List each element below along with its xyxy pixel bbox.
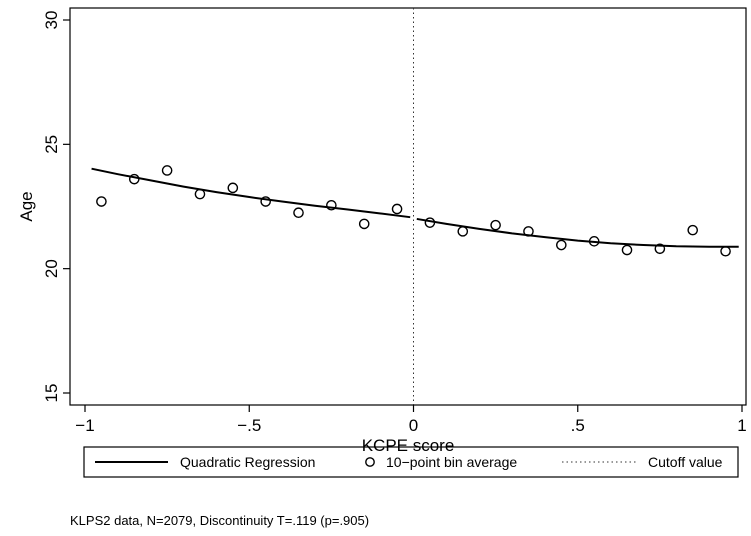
legend-box — [83, 446, 739, 478]
bin-average-point — [720, 245, 731, 257]
bin-average-point — [391, 203, 403, 215]
legend-label-regression: Quadratic Regression — [180, 454, 315, 470]
plot-area — [69, 7, 747, 406]
x-axis-label: KCPE score — [362, 436, 455, 455]
bin-average-point — [227, 182, 239, 194]
regression-line-right — [416, 217, 739, 248]
legend-label-bin-average: 10−point bin average — [386, 454, 517, 470]
bin-average-point — [161, 165, 173, 176]
regression-line-left — [91, 167, 411, 219]
bin-average-point — [457, 226, 469, 237]
y-tick-label: 30 — [42, 11, 61, 30]
bin-average-point — [293, 207, 304, 219]
bin-average-point — [654, 243, 666, 255]
bin-average-point — [523, 226, 534, 237]
bin-average-point — [687, 224, 699, 236]
axes: −1 −.5 0 .5 1 15 20 25 30 KCPE score Age — [17, 11, 747, 455]
y-axis-label: Age — [17, 191, 36, 221]
plot-frame — [69, 7, 747, 406]
chart-note: KLPS2 data, N=2079, Discontinuity T=.119… — [70, 513, 370, 528]
legend-key-bin-average — [365, 457, 375, 467]
bin-average-point — [588, 236, 600, 247]
bin-average-point — [194, 188, 206, 200]
bin-average-point — [424, 217, 436, 228]
bin-average-point — [128, 173, 140, 185]
y-tick-label: 20 — [42, 259, 61, 278]
bin-average-point — [556, 239, 567, 251]
legend: Quadratic Regression 10−point bin average… — [83, 446, 739, 478]
bin-average-point — [621, 244, 633, 256]
x-tick-label: 0 — [409, 416, 418, 435]
x-tick-label: .5 — [571, 416, 585, 435]
bin-average-point — [326, 199, 337, 211]
y-tick-label: 25 — [42, 135, 61, 154]
legend-label-cutoff: Cutoff value — [648, 454, 723, 470]
x-tick-label: −1 — [75, 416, 94, 435]
y-tick-label: 15 — [42, 384, 61, 403]
bin-average-point — [260, 196, 271, 207]
x-tick-label: 1 — [737, 416, 746, 435]
bin-average-point — [490, 219, 501, 231]
bin-average-point — [96, 196, 107, 207]
x-tick-label: −.5 — [237, 416, 261, 435]
bin-average-point — [358, 218, 370, 230]
